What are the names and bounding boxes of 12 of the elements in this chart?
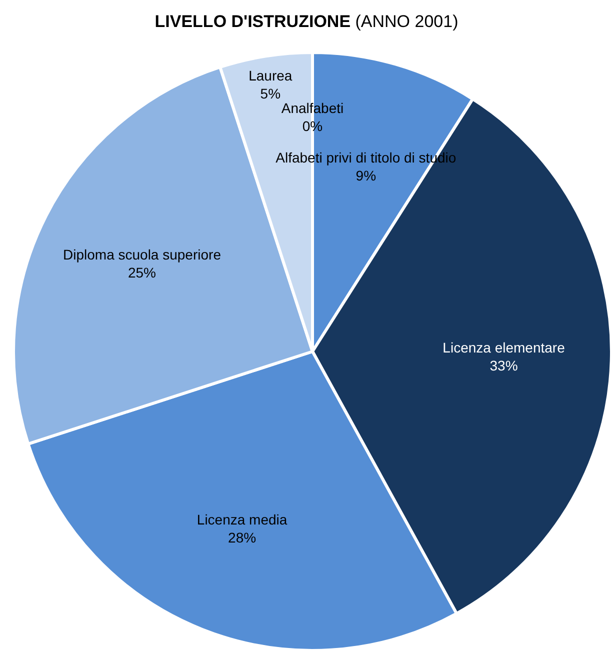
data-label: 28%: [228, 529, 256, 546]
text: 0%: [302, 118, 323, 134]
slice-label: Diploma scuola superiore: [63, 246, 222, 262]
slice-label: Licenza media: [196, 511, 288, 528]
chart-title: LIVELLO D'ISTRUZIONE (ANNO 2001): [154, 11, 460, 33]
data-label: 25%: [128, 264, 156, 280]
data-label: 5%: [260, 86, 281, 102]
data-label: 33%: [490, 357, 518, 374]
slice-label: Laurea: [248, 68, 292, 84]
data-label: 9%: [356, 168, 376, 184]
slice-label: Licenza elementare: [442, 339, 566, 356]
category-label: Analfabeti: [281, 100, 344, 116]
